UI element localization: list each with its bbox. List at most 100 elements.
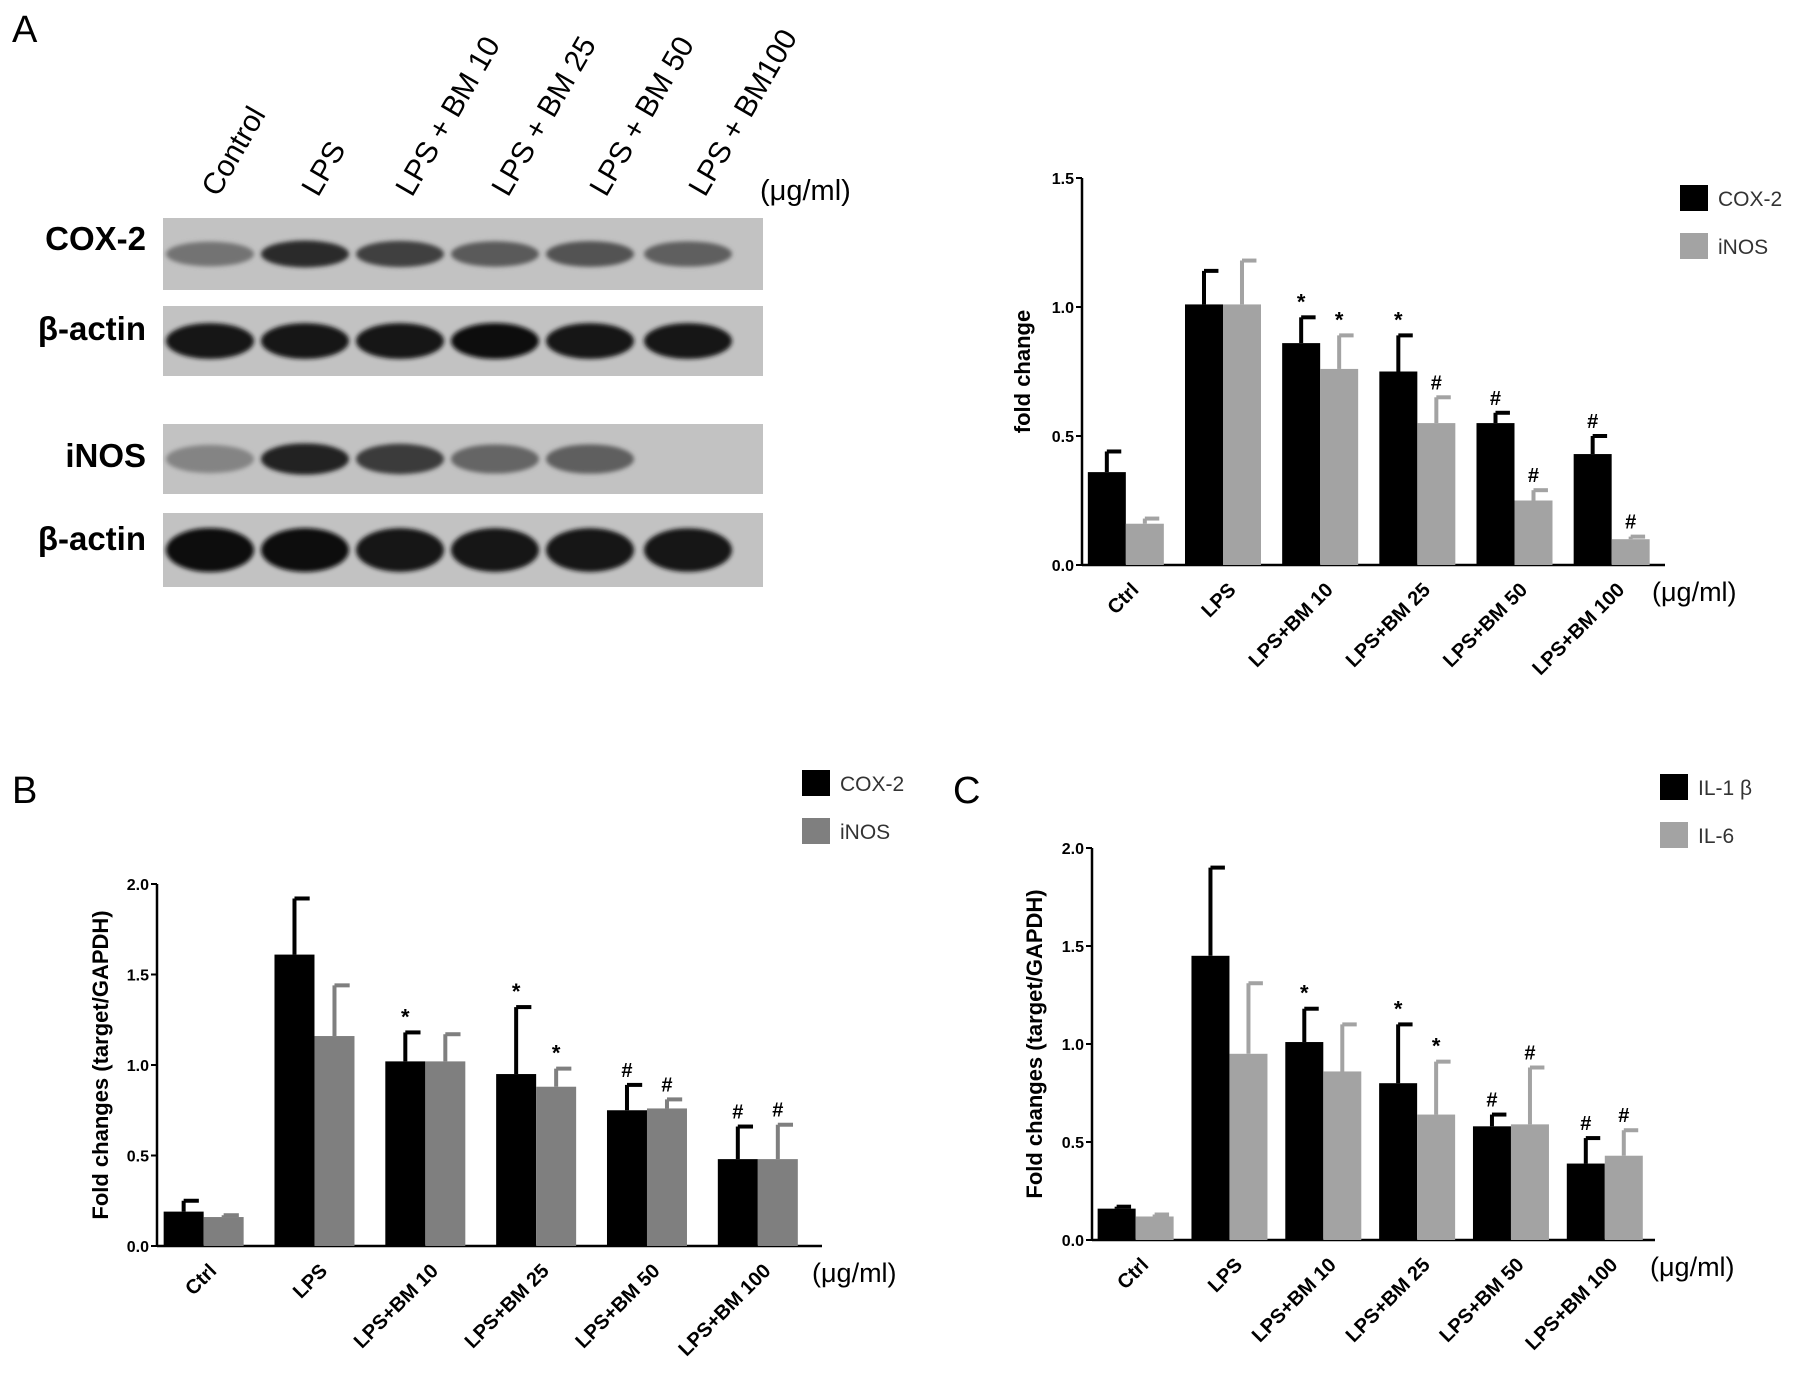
- significance-mark: #: [661, 1074, 672, 1096]
- legend-swatch: [802, 770, 830, 796]
- y-axis-label: Fold changes (target/GAPDH): [88, 910, 113, 1219]
- chart-panel-c: 0.0 0.5 1.0 1.5 2.0 Fold changes (target/GAPD…: [1022, 774, 1752, 1355]
- significance-mark: #: [1524, 1043, 1535, 1065]
- blot-band: [546, 241, 634, 267]
- legend-label: iNOS: [1718, 236, 1768, 259]
- x-tick-label: Ctrl: [1103, 579, 1143, 619]
- x-tick-label: LPS: [289, 1260, 332, 1303]
- lane-label: LPS + BM 25: [485, 31, 602, 201]
- legend-label: IL-1 β: [1698, 777, 1752, 800]
- significance-mark: *: [1300, 981, 1309, 1006]
- bar: [1191, 955, 1230, 1240]
- bar: [1604, 1155, 1643, 1240]
- significance-mark: #: [1587, 411, 1598, 433]
- legend-label: IL-6: [1698, 825, 1734, 848]
- significance-mark: *: [552, 1041, 561, 1066]
- legend-swatch: [802, 818, 830, 844]
- blot-row-label: β-actin: [38, 520, 146, 557]
- legend-swatch: [1660, 774, 1688, 800]
- legend-label: COX-2: [840, 773, 904, 796]
- significance-mark: *: [401, 1004, 410, 1029]
- blot-band: [166, 444, 254, 474]
- bar: [1514, 500, 1553, 565]
- blot-band: [644, 528, 732, 572]
- x-tick-label: LPS+BM 50: [1439, 579, 1532, 672]
- significance-mark: #: [1486, 1090, 1497, 1112]
- bar: [274, 954, 315, 1246]
- y-tick-label: 0.0: [1052, 558, 1074, 575]
- x-tick-label: LPS: [1204, 1254, 1247, 1297]
- bar: [1087, 472, 1126, 565]
- lane-label: Control: [195, 101, 272, 201]
- x-tick-label: LPS+BM 50: [1436, 1254, 1529, 1347]
- blot-band: [546, 323, 634, 359]
- bar: [1510, 1124, 1549, 1240]
- blot-band: [451, 528, 539, 572]
- blot-row-label: β-actin: [38, 310, 146, 347]
- significance-mark: #: [1431, 372, 1442, 394]
- bar: [163, 1211, 204, 1246]
- x-tick-label: Ctrl: [181, 1260, 221, 1300]
- blot-band: [451, 323, 539, 359]
- lane-label: LPS + BM 10: [389, 31, 506, 201]
- bar: [1320, 368, 1359, 565]
- bar: [1417, 423, 1456, 565]
- legend-label: iNOS: [840, 821, 890, 844]
- y-tick-label: 1.5: [1052, 171, 1074, 188]
- y-tick-label: 2.0: [127, 877, 149, 894]
- blot-band: [356, 528, 444, 572]
- bar: [757, 1159, 798, 1246]
- blot-band: [166, 323, 254, 359]
- blot-band: [356, 240, 444, 268]
- bar: [1285, 1042, 1324, 1240]
- x-tick-label: LPS+BM 50: [572, 1260, 665, 1353]
- y-tick-label: 1.0: [1062, 1037, 1084, 1054]
- bar: [1417, 1114, 1456, 1240]
- y-axis-label: Fold changes (target/GAPDH): [1022, 889, 1047, 1198]
- x-tick-label: LPS+BM 25: [461, 1260, 554, 1353]
- blot-band: [546, 444, 634, 474]
- bar: [385, 1061, 426, 1246]
- legend-label: COX-2: [1718, 188, 1782, 211]
- y-tick-label: 1.5: [1062, 939, 1084, 956]
- y-tick-label: 0.5: [127, 1149, 149, 1166]
- blot-band: [261, 323, 349, 359]
- bar: [1323, 1071, 1362, 1240]
- bar: [717, 1159, 758, 1246]
- bar: [203, 1217, 244, 1246]
- significance-mark: *: [1394, 307, 1403, 332]
- blot-band: [451, 444, 539, 474]
- significance-mark: #: [1580, 1113, 1591, 1135]
- bar: [1611, 539, 1650, 565]
- significance-mark: *: [1394, 996, 1403, 1021]
- legend-swatch: [1680, 185, 1708, 211]
- x-tick-label: LPS: [1197, 579, 1240, 622]
- bar: [1229, 1053, 1268, 1240]
- blot-band: [356, 323, 444, 359]
- bar: [314, 1036, 355, 1246]
- bar: [536, 1086, 577, 1246]
- lane-label: LPS: [295, 136, 352, 202]
- x-tick-label: LPS+BM 100: [675, 1260, 776, 1361]
- blot-band: [261, 240, 349, 268]
- bar: [1472, 1126, 1511, 1240]
- bar: [496, 1074, 537, 1246]
- bar: [1379, 371, 1418, 565]
- x-tick-label: LPS+BM 25: [1342, 1254, 1435, 1347]
- y-tick-label: 1.5: [127, 968, 149, 985]
- y-tick-label: 0.0: [127, 1239, 149, 1256]
- legend-swatch: [1680, 233, 1708, 259]
- blot-band: [166, 528, 254, 572]
- bar: [1125, 523, 1164, 565]
- unit-label: (μg/ml): [760, 175, 851, 207]
- significance-mark: *: [1297, 289, 1306, 314]
- bar: [1573, 454, 1612, 565]
- y-tick-label: 0.0: [1062, 1233, 1084, 1250]
- y-tick-label: 1.0: [1052, 300, 1074, 317]
- panel-label-c: C: [953, 770, 980, 812]
- x-unit-label: (μg/ml): [1652, 577, 1737, 607]
- bar: [1135, 1216, 1174, 1240]
- bar: [646, 1108, 687, 1246]
